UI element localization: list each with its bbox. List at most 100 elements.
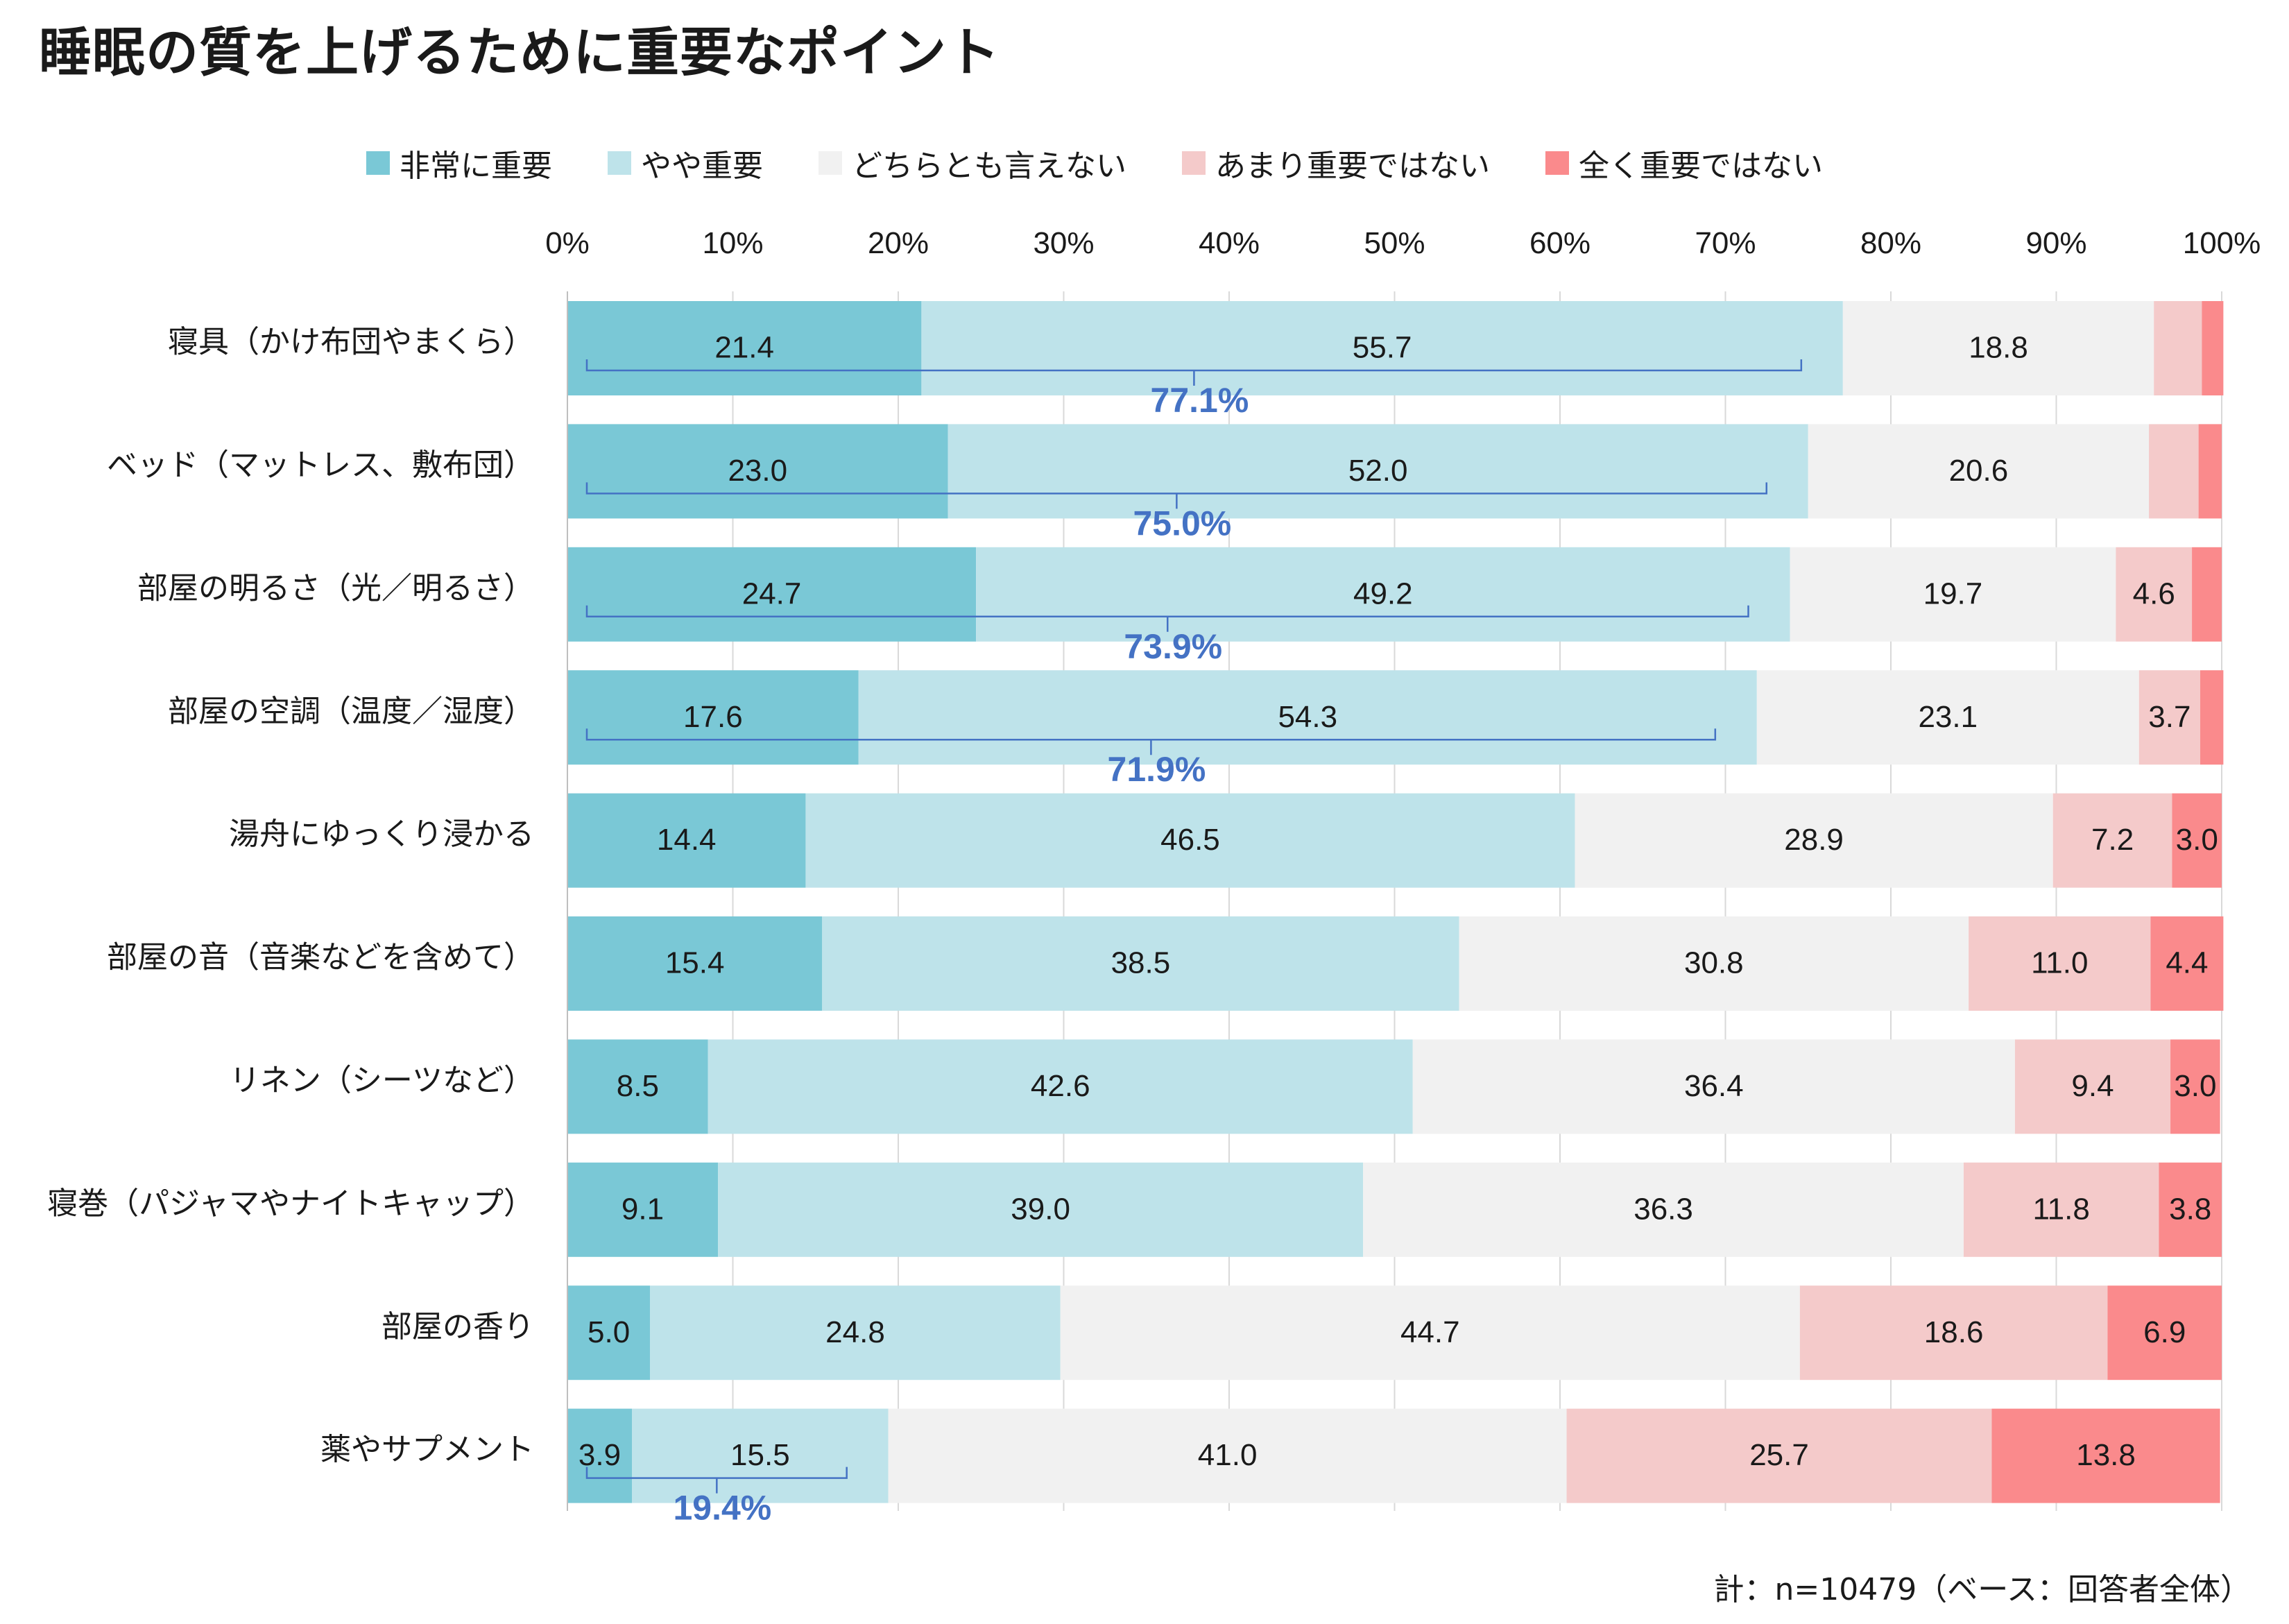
data-label: 19.7 (1923, 576, 1983, 610)
bar-segment (1566, 1408, 1992, 1503)
bar-segment (567, 301, 922, 395)
category-label: 寝具（かけ布団やまくら） (168, 325, 534, 359)
bar-segment (2170, 1039, 2220, 1134)
bar-segment (1799, 1285, 2108, 1381)
x-tick-label: 20% (868, 226, 929, 260)
bar-segment (567, 547, 977, 642)
annotation-label: 73.9% (1124, 627, 1222, 666)
category-label: ベッド（マットレス、敷布団） (107, 448, 534, 482)
bar-segment (921, 301, 1843, 395)
bar-segment (948, 424, 1808, 519)
bar-segment (1969, 916, 2151, 1011)
data-label: 8.5 (617, 1069, 659, 1103)
x-tick-label: 70% (1695, 226, 1756, 260)
legend-item-not-important: 全く重要ではない (1545, 141, 1823, 185)
bar-segment (567, 670, 859, 765)
category-label: 部屋の空調（温度／湿度） (168, 694, 534, 728)
x-tick-label: 30% (1033, 226, 1094, 260)
bar-segment (567, 793, 806, 888)
category-label: 部屋の音（音楽などを含めて） (107, 941, 534, 975)
bar-segment (2200, 670, 2224, 765)
bar-segment (2192, 547, 2222, 642)
category-label: 寝巻（パジャマやナイトキャップ） (47, 1186, 534, 1220)
data-label: 42.6 (1031, 1069, 1090, 1103)
annotation-label: 77.1% (1151, 381, 1249, 420)
legend: 非常に重要 やや重要 どちらとも言えない あまり重要ではない 全く重要ではない (366, 139, 1878, 187)
data-label: 39.0 (1011, 1192, 1070, 1226)
annotation-label: 19.4% (673, 1489, 771, 1528)
bar-segment (1963, 1162, 2159, 1257)
bar-segment (1459, 916, 1969, 1011)
data-label: 15.5 (730, 1438, 790, 1472)
legend-label: 非常に重要 (400, 148, 552, 184)
data-label: 3.9 (578, 1438, 621, 1472)
data-label: 3.8 (2169, 1192, 2211, 1226)
data-label: 36.4 (1684, 1069, 1744, 1103)
legend-item-very-important: 非常に重要 (366, 141, 552, 185)
bar-segment (567, 424, 948, 519)
bar-segment (708, 1039, 1413, 1134)
bar-segment (858, 670, 1757, 765)
bar-segment (1363, 1162, 1964, 1257)
data-label: 23.1 (1918, 700, 1978, 734)
data-label: 41.0 (1198, 1438, 1258, 1472)
bar-segment (888, 1408, 1567, 1503)
data-label: 13.8 (2076, 1438, 2136, 1472)
data-label: 4.6 (2133, 576, 2175, 610)
bar-segment (2198, 424, 2222, 519)
data-label: 46.5 (1160, 823, 1220, 857)
annotation-bracket (585, 605, 1749, 632)
annotation-bracket (585, 359, 1803, 386)
annotation-bracket (585, 728, 1717, 755)
data-label: 18.6 (1924, 1315, 1984, 1349)
data-label: 24.7 (742, 576, 802, 610)
bar-segment (2159, 1162, 2222, 1257)
data-label: 54.3 (1278, 700, 1337, 734)
x-tick-label: 40% (1199, 226, 1260, 260)
data-label: 49.2 (1353, 576, 1413, 610)
legend-label: 全く重要ではない (1579, 148, 1823, 184)
data-label: 5.0 (588, 1315, 630, 1349)
category-label: 部屋の明るさ（光／明るさ） (137, 571, 534, 605)
data-label: 52.0 (1348, 454, 1408, 488)
bar-segment (567, 1408, 633, 1503)
bar-segment (2107, 1285, 2222, 1381)
legend-label: あまり重要ではない (1215, 148, 1490, 184)
x-tick-label: 80% (1860, 226, 1921, 260)
bar-segment (822, 916, 1459, 1011)
bar-segment (1412, 1039, 2015, 1134)
bar-segment (2154, 301, 2202, 395)
bar-segment (1575, 793, 2053, 888)
legend-label: やや重要 (641, 148, 763, 184)
legend-swatch (366, 151, 390, 175)
data-label: 3.0 (2176, 823, 2218, 857)
data-label: 7.2 (2091, 823, 2134, 857)
data-label: 18.8 (1969, 331, 2028, 365)
bar-segment (2138, 670, 2200, 765)
annotation-bracket (585, 482, 1767, 509)
data-label: 11.0 (2031, 946, 2088, 980)
category-label: 湯舟にゆっくり浸かる (229, 817, 534, 851)
x-tick-label: 0% (545, 226, 590, 260)
bar-segment (1991, 1408, 2220, 1503)
bar-segment (2202, 301, 2224, 395)
data-label: 3.7 (2148, 700, 2191, 734)
bar-segment (632, 1408, 889, 1503)
bar-segment (2172, 793, 2222, 888)
data-label: 55.7 (1353, 331, 1412, 365)
data-label: 9.1 (621, 1192, 664, 1226)
category-label: 部屋の香り (382, 1310, 534, 1344)
bar-segment (1060, 1285, 1800, 1381)
data-label: 14.4 (657, 823, 717, 857)
data-label: 28.9 (1784, 823, 1844, 857)
bar-segment (976, 547, 1790, 642)
data-label: 17.6 (683, 700, 743, 734)
data-label: 44.7 (1400, 1315, 1460, 1349)
x-tick-label: 100% (2183, 226, 2261, 260)
bar-segment (650, 1285, 1061, 1381)
data-label: 9.4 (2071, 1069, 2114, 1103)
bar-segment (2149, 424, 2199, 519)
legend-item-not-very-important: あまり重要ではない (1182, 141, 1490, 185)
data-label: 36.3 (1634, 1192, 1693, 1226)
